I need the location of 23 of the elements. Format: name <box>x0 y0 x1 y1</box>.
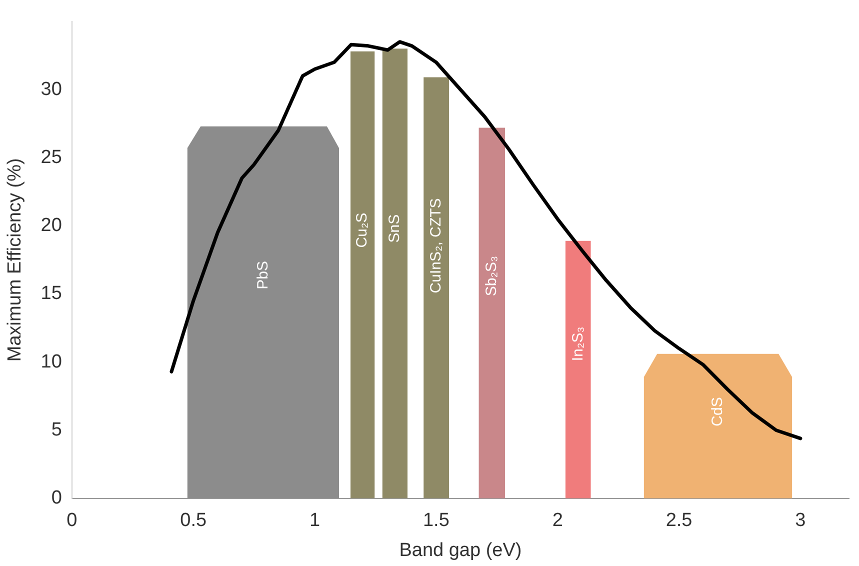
y-axis-title: Maximum Efficiency (%) <box>4 158 26 362</box>
x-tick-label: 2 <box>552 510 563 532</box>
series-label: Cu₂S <box>354 212 371 248</box>
series-label: CuInS₂, CZTS <box>427 198 444 294</box>
x-tick-label: 1.5 <box>422 510 450 532</box>
x-tick-label: 1 <box>309 510 320 532</box>
series-label: PbS <box>254 260 272 290</box>
y-tick-label: 15 <box>40 283 62 304</box>
series-label: CdS <box>709 397 726 426</box>
y-tick-label: 25 <box>40 146 62 168</box>
x-axis-title: Band gap (eV) <box>399 540 522 561</box>
y-tick-label: 5 <box>51 419 62 440</box>
y-tick-label: 30 <box>40 78 62 100</box>
y-tick-label: 20 <box>40 215 62 236</box>
series-label: SnS <box>386 214 404 243</box>
x-tick-label: 3 <box>795 510 806 532</box>
x-tick-label: 2.5 <box>666 510 692 532</box>
x-tick-label: 0.5 <box>180 510 207 532</box>
x-tick-label: 0 <box>66 510 78 532</box>
y-tick-label: 10 <box>40 351 62 372</box>
series-label: In₂S₃ <box>569 326 586 362</box>
y-tick-label: 0 <box>51 488 62 509</box>
series-label: Sb₂S₃ <box>483 256 500 296</box>
